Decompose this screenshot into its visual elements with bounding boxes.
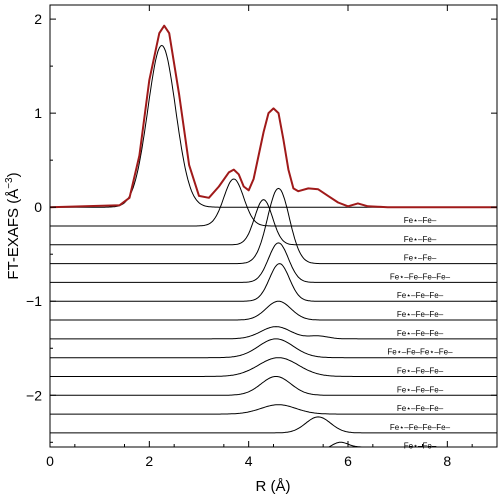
y-tick-label: 0 [34, 199, 42, 215]
path-curve [50, 357, 497, 377]
path-label: Fe⋆–Fe–Fe– [397, 404, 444, 413]
path-curve [50, 338, 497, 359]
path-curve [50, 376, 497, 396]
path-label: Fe⋆–Fe–Fe– [397, 385, 444, 394]
path-curve [50, 242, 497, 283]
path-curve [50, 187, 497, 265]
x-axis-label: R (Å) [256, 478, 291, 495]
y-axis-label-main: FT-EXAFS (Å [5, 189, 22, 280]
y-tick-label: 2 [34, 11, 42, 27]
path-curve [50, 178, 497, 227]
x-tick-label: 8 [443, 453, 451, 469]
path-curve [50, 199, 497, 246]
path-labels-group: Fe⋆–Fe–Fe⋆–Fe–Fe⋆–Fe–Fe⋆–Fe–Fe–Fe–Fe⋆–Fe… [387, 216, 453, 451]
path-label: Fe⋆–Fe–Fe– [397, 329, 444, 338]
y-tick-label: −2 [26, 387, 42, 403]
path-label: Fe⋆–Fe–Fe–Fe– [390, 272, 451, 281]
plot-frame [49, 4, 498, 448]
path-curve [50, 416, 497, 434]
path-label: Fe⋆–Fe– [404, 216, 437, 225]
x-tick-label: 6 [344, 453, 352, 469]
y-axis-label-close: ) [5, 172, 22, 177]
x-tick-label: 4 [245, 453, 253, 469]
total-ft-curve [50, 24, 497, 209]
curves-group [50, 24, 497, 447]
path-label: Fe⋆–Fe–Fe– [397, 310, 444, 319]
path-label: Fe⋆–Fe–Fe–Fe– [390, 423, 451, 432]
y-tick-label: −1 [26, 293, 42, 309]
path-label: Fe⋆–Fe– [404, 442, 437, 451]
x-tick-label: 0 [46, 453, 54, 469]
x-tick-label: 2 [145, 453, 153, 469]
y-axis-label: FT-EXAFS (Å−3) [4, 172, 22, 279]
path-label: Fe⋆–Fe–Fe⋆–Fe– [387, 348, 453, 357]
y-tick-label: 1 [34, 105, 42, 121]
path-curve [50, 300, 497, 321]
path-curve [50, 326, 497, 340]
path-label: Fe⋆–Fe– [404, 235, 437, 244]
path-label: Fe⋆–Fe–Fe– [397, 366, 444, 375]
path-label: Fe⋆–Fe–Fe– [397, 291, 444, 300]
path-curve [50, 263, 497, 302]
y-axis-label-sup: −3 [4, 177, 15, 189]
path-curve [50, 404, 497, 415]
path-label: Fe⋆–Fe– [404, 254, 437, 263]
